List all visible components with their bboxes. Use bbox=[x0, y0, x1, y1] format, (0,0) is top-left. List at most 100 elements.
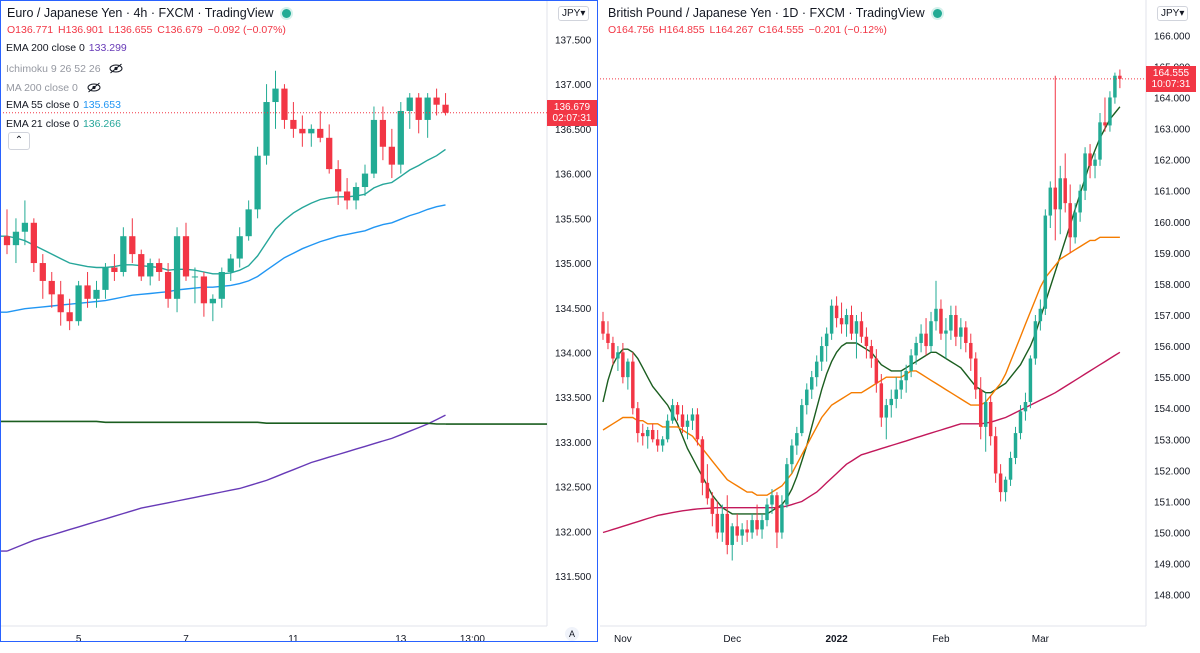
candle-body bbox=[388, 146, 395, 165]
low-value: L136.655 bbox=[108, 24, 153, 36]
price-tick-label: 151.000 bbox=[1154, 497, 1191, 508]
price-tick-label: 166.000 bbox=[1154, 31, 1191, 42]
candle-body bbox=[770, 495, 774, 505]
candle-body bbox=[361, 173, 369, 188]
candle-body bbox=[715, 513, 720, 533]
candle-body bbox=[924, 333, 928, 347]
time-tick-label: 2022 bbox=[825, 634, 848, 645]
collapse-legend-button[interactable]: ⌃ bbox=[8, 132, 30, 150]
candle-body bbox=[725, 513, 729, 545]
candle-body bbox=[969, 342, 973, 359]
currency-selector[interactable]: JPY▾ bbox=[558, 6, 590, 21]
candle-body bbox=[800, 405, 804, 434]
candle-body bbox=[1058, 178, 1062, 210]
candle-body bbox=[735, 526, 739, 536]
auto-scale-button[interactable]: A bbox=[565, 627, 579, 641]
candle-body bbox=[670, 405, 675, 421]
price-tick-label: 137.500 bbox=[555, 35, 592, 46]
gbpjpy-title: British Pound / Japanese Yen · 1D · FXCM… bbox=[608, 6, 942, 20]
candle-body bbox=[326, 137, 333, 170]
candle-body bbox=[442, 104, 449, 113]
candle-body bbox=[1023, 402, 1028, 412]
price-tick-label: 157.000 bbox=[1154, 311, 1191, 322]
candle-body bbox=[650, 429, 655, 440]
candle-body bbox=[12, 231, 20, 246]
candle-body bbox=[1043, 215, 1048, 309]
indicator-label: EMA 21 close 0 bbox=[6, 118, 79, 130]
candle-body bbox=[949, 315, 953, 331]
candle-body bbox=[352, 187, 360, 201]
candle-body bbox=[755, 520, 759, 530]
candle-body bbox=[834, 305, 839, 319]
price-tick-label: 134.000 bbox=[555, 348, 592, 359]
bar-countdown-timer: 10:07:31 bbox=[1151, 79, 1191, 90]
candle-body bbox=[397, 110, 404, 165]
candle-body bbox=[695, 414, 700, 440]
price-tick-label: 156.000 bbox=[1154, 342, 1191, 353]
candle-body bbox=[343, 191, 351, 201]
time-tick-label: Dec bbox=[723, 634, 741, 645]
market-open-status-icon bbox=[932, 9, 942, 19]
candle-body bbox=[829, 305, 834, 334]
candle-body bbox=[308, 128, 315, 134]
time-tick-label: 5 bbox=[76, 634, 82, 645]
price-tick-label: 136.000 bbox=[555, 170, 592, 181]
candle-body bbox=[988, 402, 993, 437]
candle-body bbox=[1073, 212, 1077, 238]
price-tick-label: 159.000 bbox=[1154, 249, 1191, 260]
price-tick-label: 152.000 bbox=[1154, 466, 1191, 477]
eurjpy-ohlc: O136.771 H136.901 L136.655 C136.679 −0.0… bbox=[7, 24, 288, 36]
candle-body bbox=[1018, 411, 1023, 434]
time-tick-label: 7 bbox=[183, 634, 189, 645]
candle-body bbox=[814, 361, 819, 378]
close-value: C136.679 bbox=[157, 24, 203, 36]
indicator-ema200[interactable]: EMA 200 close 0 133.299 bbox=[6, 42, 127, 54]
candle-body bbox=[1013, 433, 1018, 458]
candle-body bbox=[904, 370, 908, 381]
eurjpy-title: Euro / Japanese Yen · 4h · FXCM · Tradin… bbox=[7, 6, 291, 20]
price-tick-label: 135.000 bbox=[555, 259, 592, 270]
high-value: H136.901 bbox=[58, 24, 104, 36]
candle-body bbox=[983, 402, 988, 427]
candle-body bbox=[839, 318, 844, 325]
eurjpy-chart-panel[interactable]: 131.500 132.000 132.500 133.000 133.500 134.0… bbox=[0, 0, 600, 653]
candle-body bbox=[182, 236, 190, 277]
gbpjpy-chart-panel[interactable]: 148.000 149.000 150.000 151.000 152.000 153.0… bbox=[600, 0, 1200, 653]
currency-selector[interactable]: JPY▾ bbox=[1157, 6, 1189, 21]
candle-body bbox=[998, 473, 1003, 493]
candle-body bbox=[934, 308, 938, 322]
candle-body bbox=[655, 439, 660, 446]
indicator-ema21[interactable]: EMA 21 close 0 136.266 bbox=[6, 118, 121, 130]
price-tick-label: 163.000 bbox=[1154, 125, 1191, 136]
last-price-tag: 136.679 02:07:31 bbox=[547, 100, 597, 126]
time-tick-label: Nov bbox=[614, 634, 632, 645]
candle-body bbox=[665, 420, 670, 440]
candle-body bbox=[57, 294, 64, 313]
indicator-ma200[interactable]: MA 200 close 0 bbox=[6, 80, 101, 94]
moving-average-line bbox=[0, 414, 446, 552]
price-tick-label: 154.000 bbox=[1154, 404, 1191, 415]
candle-body bbox=[780, 504, 784, 533]
indicator-ichimoku[interactable]: Ichimoku 9 26 52 26 bbox=[6, 61, 123, 75]
indicator-label: EMA 55 close 0 bbox=[6, 99, 79, 111]
auto-scale-label: A bbox=[568, 629, 575, 639]
candle-body bbox=[191, 276, 199, 278]
candle-body bbox=[959, 327, 963, 337]
moving-average-line bbox=[0, 420, 446, 425]
eye-off-icon[interactable] bbox=[87, 82, 101, 93]
eurjpy-chart-canvas[interactable]: 131.500 132.000 132.500 133.000 133.500 134.0… bbox=[0, 0, 600, 653]
gbpjpy-chart-canvas[interactable]: 148.000 149.000 150.000 151.000 152.000 153.0… bbox=[600, 0, 1200, 653]
candle-body bbox=[263, 102, 270, 156]
indicator-ema55[interactable]: EMA 55 close 0 135.653 bbox=[6, 99, 121, 111]
indicator-label: MA 200 close 0 bbox=[6, 82, 78, 94]
candle-body bbox=[844, 315, 849, 325]
candle-body bbox=[173, 236, 181, 299]
candle-body bbox=[1093, 159, 1097, 166]
candle-body bbox=[785, 464, 789, 505]
price-tick-label: 132.500 bbox=[555, 483, 592, 494]
high-value: H164.855 bbox=[659, 24, 705, 36]
candle-body bbox=[111, 267, 118, 272]
candle-body bbox=[939, 308, 943, 334]
price-tick-label: 148.000 bbox=[1154, 591, 1191, 602]
eye-off-icon[interactable] bbox=[109, 63, 123, 74]
